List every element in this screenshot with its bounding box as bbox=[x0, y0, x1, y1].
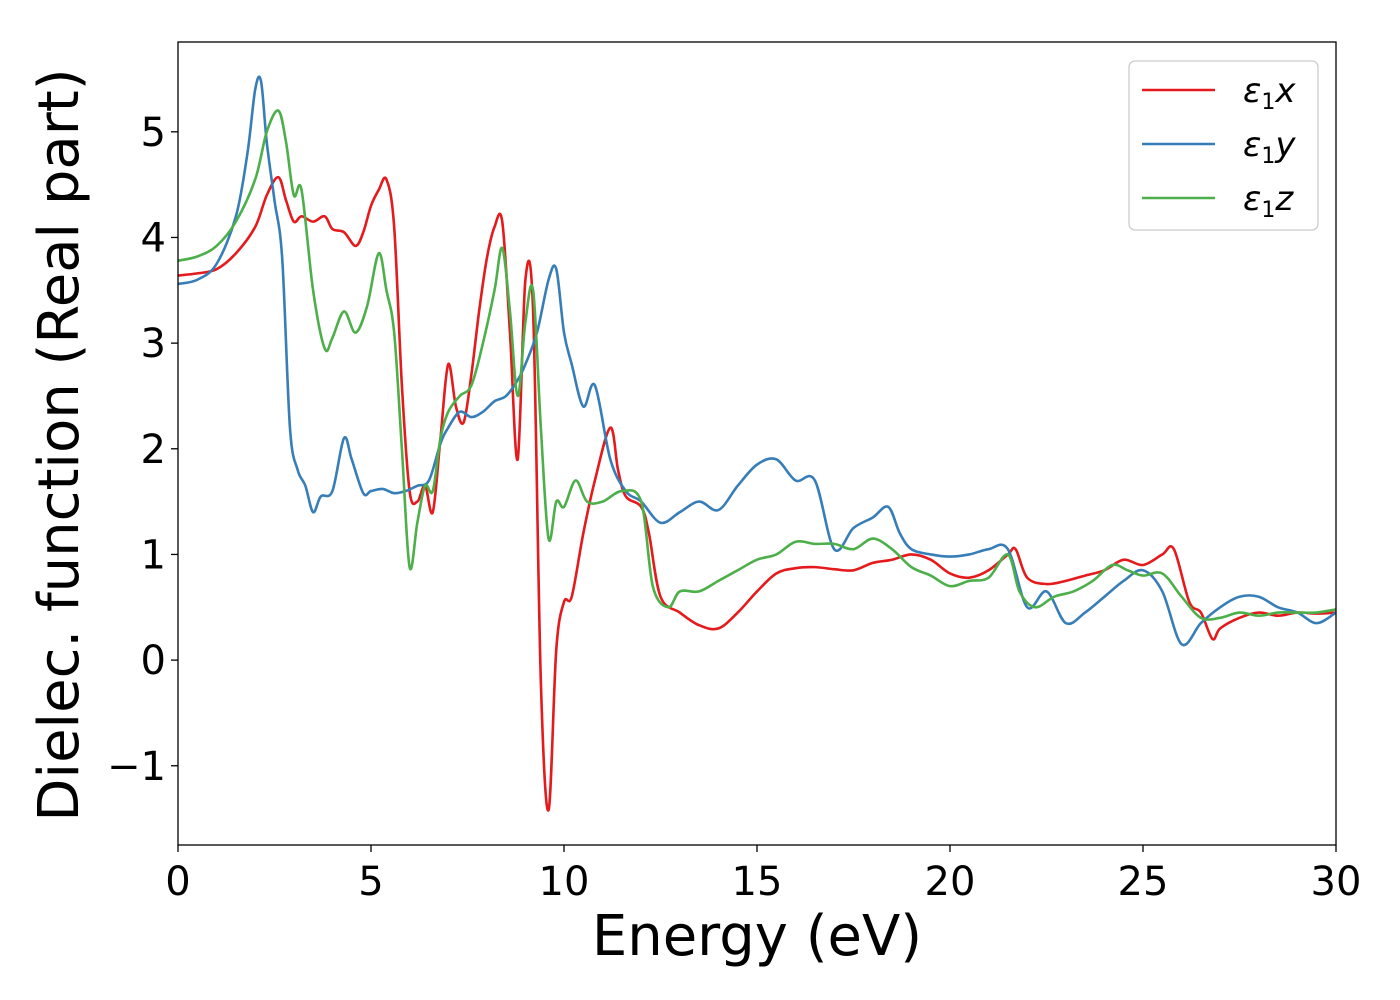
x-axis: 0 5 10 15 20 25 30 bbox=[165, 845, 1361, 905]
y-tick-label: 3 bbox=[141, 321, 166, 367]
legend-label-2: ε1y bbox=[1243, 125, 1296, 169]
x-axis-title: Energy (eV) bbox=[592, 904, 922, 969]
y-tick-label: −1 bbox=[107, 744, 166, 790]
x-tick-label: 5 bbox=[358, 859, 383, 905]
series-line-2 bbox=[178, 75, 1336, 647]
y-tick-label: 0 bbox=[141, 638, 166, 684]
y-axis: −1 0 1 2 3 4 5 bbox=[107, 110, 178, 790]
series-line-3 bbox=[178, 109, 1336, 621]
series-lines bbox=[178, 75, 1336, 812]
legend-label-1: ε1x bbox=[1243, 71, 1296, 115]
y-tick-label: 4 bbox=[141, 215, 166, 261]
x-tick-label: 15 bbox=[732, 859, 783, 905]
y-tick-label: 1 bbox=[141, 532, 166, 578]
legend-label-3: ε1z bbox=[1243, 179, 1294, 223]
x-tick-label: 25 bbox=[1118, 859, 1169, 905]
y-tick-label: 2 bbox=[141, 427, 166, 473]
y-axis-title: Dielec. function (Real part) bbox=[27, 68, 92, 821]
x-tick-label: 30 bbox=[1311, 859, 1362, 905]
legend: ε1x ε1y ε1z bbox=[1128, 60, 1319, 231]
series-line-1 bbox=[178, 175, 1336, 812]
legend-box bbox=[1128, 60, 1319, 231]
x-tick-label: 10 bbox=[539, 859, 590, 905]
x-tick-label: 20 bbox=[925, 859, 976, 905]
y-tick-label: 5 bbox=[141, 110, 166, 156]
x-tick-label: 0 bbox=[165, 859, 190, 905]
